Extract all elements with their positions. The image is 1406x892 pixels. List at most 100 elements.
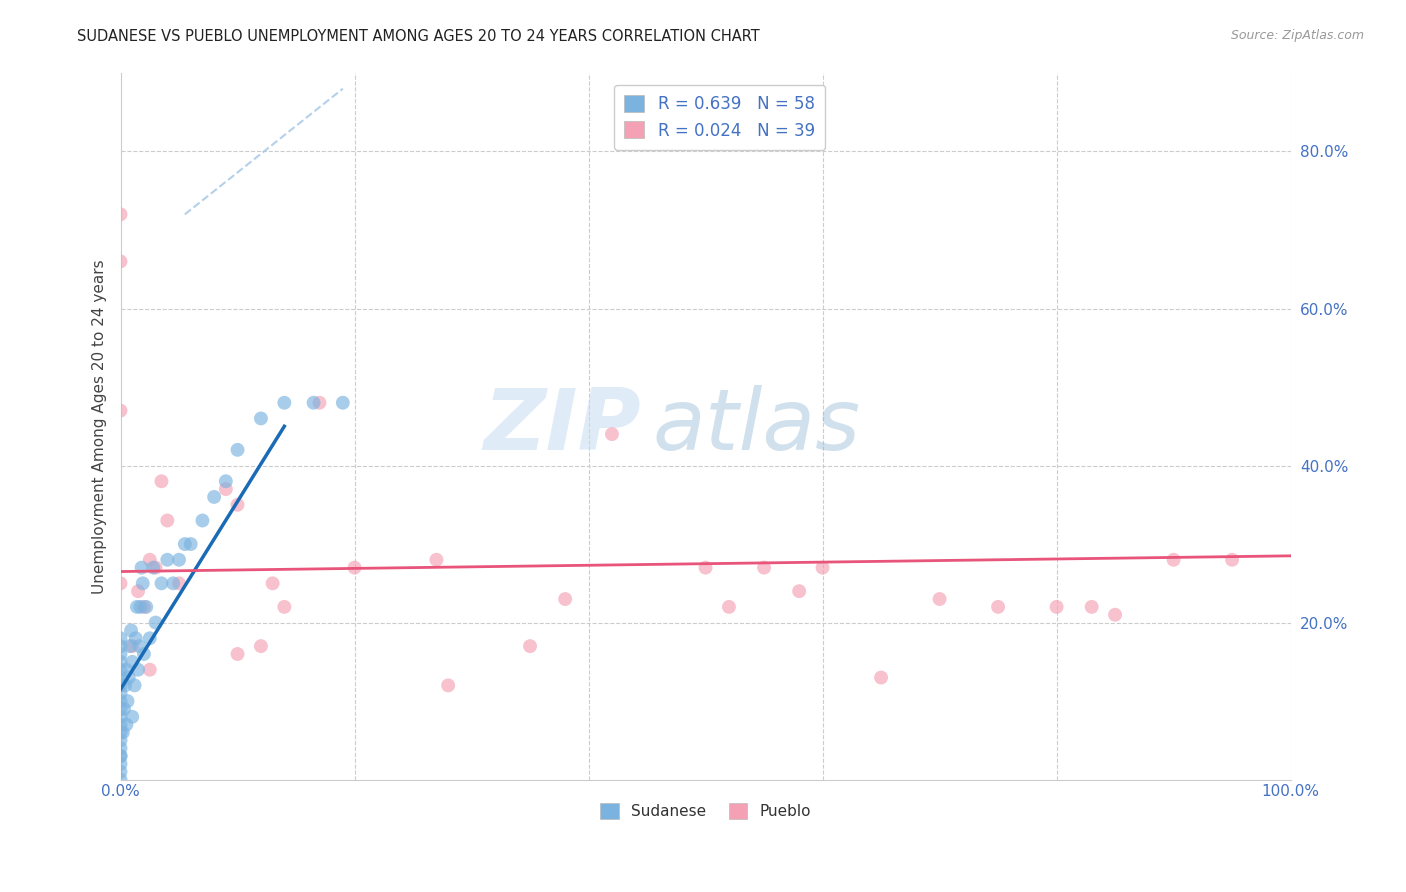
Point [110,694,132,708]
Point [273,396,295,410]
Point [121,655,143,669]
Point [787,584,810,599]
Point [120,624,142,638]
Point [150,576,173,591]
Point [250,639,273,653]
Point [125,632,148,646]
Point [110,207,132,221]
Point [121,710,143,724]
Point [110,772,132,787]
Y-axis label: Unemployment Among Ages 20 to 24 years: Unemployment Among Ages 20 to 24 years [93,259,107,593]
Point [156,553,179,567]
Point [987,599,1010,614]
Point [425,553,447,567]
Point [110,647,132,661]
Point [332,396,354,410]
Point [127,584,149,599]
Point [110,764,132,779]
Point [1045,599,1067,614]
Point [110,576,132,591]
Point [110,639,132,653]
Point [173,537,195,551]
Point [302,396,325,410]
Point [250,411,273,425]
Point [139,632,162,646]
Point [519,639,541,653]
Point [132,576,155,591]
Point [115,663,138,677]
Point [554,592,576,607]
Point [118,671,141,685]
Point [110,725,132,739]
Point [142,560,165,574]
Point [112,702,135,716]
Point [131,560,153,574]
Point [343,560,366,574]
Point [132,647,155,661]
Point [110,717,132,731]
Point [110,254,132,268]
Point [110,655,132,669]
Point [928,592,950,607]
Text: Source: ZipAtlas.com: Source: ZipAtlas.com [1230,29,1364,42]
Point [110,671,132,685]
Point [226,498,249,512]
Point [132,599,155,614]
Point [115,717,138,731]
Point [139,553,162,567]
Point [180,537,202,551]
Point [110,663,132,677]
Point [117,694,139,708]
Point [1080,599,1102,614]
Point [125,599,148,614]
Point [110,741,132,756]
Point [128,639,150,653]
Point [1220,553,1243,567]
Point [437,678,460,692]
Point [226,442,249,457]
Text: atlas: atlas [652,384,860,467]
Point [162,576,184,591]
Point [145,560,167,574]
Point [110,733,132,747]
Point [110,749,132,764]
Point [695,560,717,574]
Point [114,678,136,692]
Point [1104,607,1126,622]
Point [1163,553,1185,567]
Point [150,475,173,489]
Point [110,678,132,692]
Point [139,663,162,677]
Point [273,599,295,614]
Point [202,490,225,504]
Point [110,403,132,417]
Point [145,615,167,630]
Point [124,678,146,692]
Point [191,514,214,528]
Point [110,710,132,724]
Point [600,427,623,442]
Point [127,663,149,677]
Point [110,632,132,646]
Point [811,560,834,574]
Point [110,756,132,771]
Text: SUDANESE VS PUEBLO UNEMPLOYMENT AMONG AGES 20 TO 24 YEARS CORRELATION CHART: SUDANESE VS PUEBLO UNEMPLOYMENT AMONG AG… [77,29,761,44]
Legend: Sudanese, Pueblo: Sudanese, Pueblo [595,797,817,825]
Point [110,686,132,700]
Point [308,396,330,410]
Point [262,576,284,591]
Point [135,599,157,614]
Point [167,553,190,567]
Point [110,749,132,764]
Point [121,639,143,653]
Point [215,482,238,496]
Point [156,514,179,528]
Point [752,560,775,574]
Point [717,599,740,614]
Point [226,647,249,661]
Point [118,639,141,653]
Text: ZIP: ZIP [484,384,641,467]
Point [110,702,132,716]
Point [870,671,893,685]
Point [129,599,152,614]
